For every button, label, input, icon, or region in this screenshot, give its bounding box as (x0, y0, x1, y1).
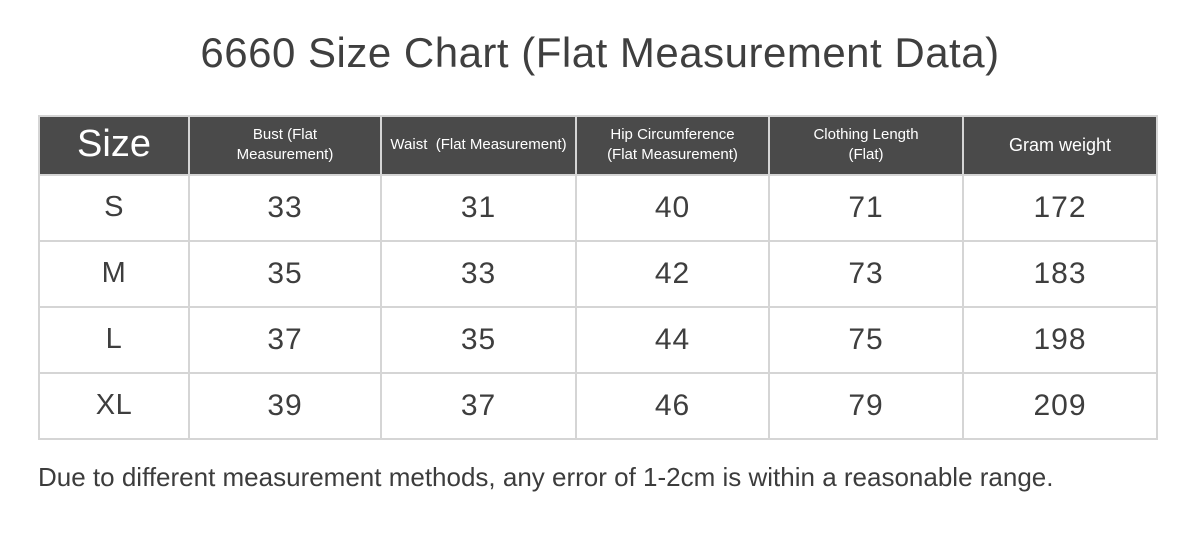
size-chart-page: 6660 Size Chart (Flat Measurement Data) … (0, 26, 1200, 549)
table-row-s: S 33 31 40 71 172 (39, 175, 1157, 241)
cell-s-waist: 31 (381, 175, 576, 241)
cell-m-hip: 42 (576, 241, 769, 307)
cell-l-hip: 44 (576, 307, 769, 373)
page-title: 6660 Size Chart (Flat Measurement Data) (0, 26, 1200, 81)
cell-m-length: 73 (769, 241, 963, 307)
cell-s-size: S (39, 175, 189, 241)
cell-l-waist: 35 (381, 307, 576, 373)
cell-s-bust: 33 (189, 175, 381, 241)
cell-l-length: 75 (769, 307, 963, 373)
column-header-waist: Waist (Flat Measurement) (381, 116, 576, 175)
cell-xl-length: 79 (769, 373, 963, 439)
cell-s-gram: 172 (963, 175, 1157, 241)
cell-s-hip: 40 (576, 175, 769, 241)
cell-m-waist: 33 (381, 241, 576, 307)
size-chart-table: Size Bust (Flat Measurement) Waist (Flat… (38, 115, 1158, 440)
column-header-clothing-length: Clothing Length (Flat) (769, 116, 963, 175)
cell-xl-hip: 46 (576, 373, 769, 439)
cell-xl-gram: 209 (963, 373, 1157, 439)
column-header-bust: Bust (Flat Measurement) (189, 116, 381, 175)
column-header-hip: Hip Circumference (Flat Measurement) (576, 116, 769, 175)
cell-l-bust: 37 (189, 307, 381, 373)
cell-xl-waist: 37 (381, 373, 576, 439)
cell-m-gram: 183 (963, 241, 1157, 307)
footnote: Due to different measurement methods, an… (38, 462, 1162, 493)
cell-l-size: L (39, 307, 189, 373)
cell-s-length: 71 (769, 175, 963, 241)
column-header-size: Size (39, 116, 189, 175)
cell-m-bust: 35 (189, 241, 381, 307)
table-row-l: L 37 35 44 75 198 (39, 307, 1157, 373)
table-row-m: M 35 33 42 73 183 (39, 241, 1157, 307)
cell-l-gram: 198 (963, 307, 1157, 373)
table-row-xl: XL 39 37 46 79 209 (39, 373, 1157, 439)
column-header-gram-weight: Gram weight (963, 116, 1157, 175)
header-row: Size Bust (Flat Measurement) Waist (Flat… (39, 116, 1157, 175)
cell-m-size: M (39, 241, 189, 307)
cell-xl-size: XL (39, 373, 189, 439)
cell-xl-bust: 39 (189, 373, 381, 439)
